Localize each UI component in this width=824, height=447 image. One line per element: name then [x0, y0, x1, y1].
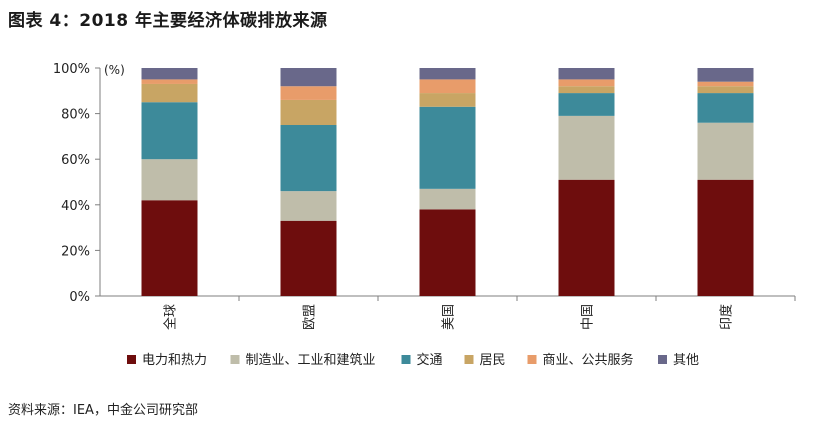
y-unit-label: (%)	[104, 63, 125, 77]
bar-segment	[697, 81, 754, 87]
y-tick-label: 0%	[69, 290, 90, 305]
bar-segment	[558, 115, 615, 180]
bar-segment	[558, 68, 615, 80]
y-tick-label: 40%	[61, 199, 90, 214]
bar-segment	[558, 93, 615, 116]
bar-segment	[280, 68, 337, 87]
bar-segment	[419, 188, 476, 210]
bar-segment	[697, 179, 754, 296]
y-tick-label: 20%	[61, 244, 90, 259]
legend-label: 电力和热力	[142, 353, 207, 368]
legend-label: 制造业、工业和建筑业	[246, 352, 376, 368]
x-tick-label: 中国	[581, 304, 596, 330]
bar-segment	[697, 93, 754, 123]
bar-segment	[419, 106, 476, 189]
legend-swatch	[127, 355, 136, 364]
bar-segment	[280, 191, 337, 221]
legend-label: 交通	[417, 352, 443, 368]
chart-legend: 电力和热力 制造业、工业和建筑业 交通 居民 商业、公共服务 其他	[127, 352, 699, 368]
bar-segment	[280, 220, 337, 296]
x-tick-label: 全球	[163, 304, 179, 330]
bar-segment	[141, 159, 198, 201]
bar-segment	[419, 79, 476, 94]
legend-label: 商业、公共服务	[543, 352, 634, 368]
bar-segment	[280, 99, 337, 125]
source-note: 资料来源：IEA，中金公司研究部	[8, 403, 198, 418]
bar-segment	[280, 86, 337, 100]
legend-swatch	[230, 355, 240, 364]
bar-segment	[697, 122, 754, 180]
figure-title: 图表 4：2018 年主要经济体碳排放来源	[8, 11, 328, 31]
bar-segment	[280, 125, 337, 192]
bar-segment	[141, 79, 198, 84]
chart-bars	[141, 68, 754, 296]
x-tick-label: 欧盟	[303, 304, 318, 330]
bar-segment	[141, 102, 198, 160]
x-tick-label: 印度	[719, 304, 735, 330]
bar-segment	[697, 68, 754, 82]
bar-segment	[141, 83, 198, 103]
legend-label: 其他	[673, 353, 699, 368]
bar-segment	[141, 68, 198, 80]
bar-segment	[558, 179, 615, 296]
legend-swatch	[527, 355, 537, 364]
bar-segment	[419, 68, 476, 80]
chart-axes: 0% 20% 40% 60% 80% 100% (%) 全球 欧盟 美国 中国 印度	[53, 62, 796, 330]
bar-segment	[558, 79, 615, 87]
bar-segment	[419, 209, 476, 296]
bar-segment	[141, 200, 198, 296]
legend-swatch	[464, 355, 474, 364]
legend-swatch	[658, 355, 667, 364]
bar-segment	[558, 86, 615, 94]
y-tick-label: 60%	[61, 153, 90, 168]
legend-label: 居民	[480, 353, 506, 368]
x-tick-label: 美国	[442, 304, 457, 330]
bar-segment	[697, 86, 754, 94]
legend-swatch	[401, 355, 411, 364]
y-tick-label: 100%	[53, 62, 90, 77]
y-tick-label: 80%	[61, 108, 90, 123]
bar-segment	[419, 93, 476, 107]
